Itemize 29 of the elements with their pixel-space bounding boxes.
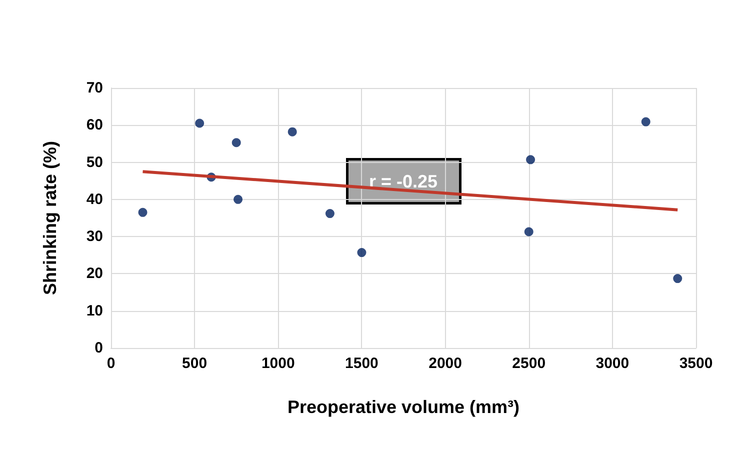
x-tick-label: 0 bbox=[106, 355, 116, 372]
point bbox=[138, 208, 148, 217]
point bbox=[641, 117, 650, 126]
point bbox=[288, 127, 297, 136]
point bbox=[325, 209, 334, 218]
point bbox=[526, 155, 536, 164]
point bbox=[234, 194, 243, 204]
x-tick-label: 2500 bbox=[512, 355, 546, 372]
y-tick-label: 0 bbox=[94, 340, 103, 356]
y-tick-label: 70 bbox=[86, 80, 103, 96]
x-tick-label: 2000 bbox=[428, 355, 462, 372]
x-tick-label: 500 bbox=[182, 355, 208, 372]
point bbox=[673, 274, 682, 284]
x-axis-title: Preoperative volume (mm³) bbox=[287, 397, 520, 417]
y-tick-label: 40 bbox=[86, 190, 103, 208]
y-axis-title: Shrinking rate (%) bbox=[40, 140, 60, 296]
x-tick-label: 3000 bbox=[596, 355, 630, 372]
y-tick-label: 60 bbox=[86, 116, 103, 134]
y-tick-label: 30 bbox=[86, 228, 103, 246]
y-tick-label: 20 bbox=[86, 265, 103, 282]
point bbox=[524, 227, 534, 236]
point bbox=[195, 118, 204, 128]
x-tick-label: 1500 bbox=[345, 355, 378, 372]
y-tick-label: 50 bbox=[86, 154, 103, 171]
y-tick-label: 10 bbox=[86, 302, 103, 320]
point bbox=[232, 138, 241, 148]
x-tick-label: 3500 bbox=[679, 355, 713, 372]
point bbox=[357, 248, 366, 258]
x-tick-label: 1000 bbox=[261, 355, 295, 372]
